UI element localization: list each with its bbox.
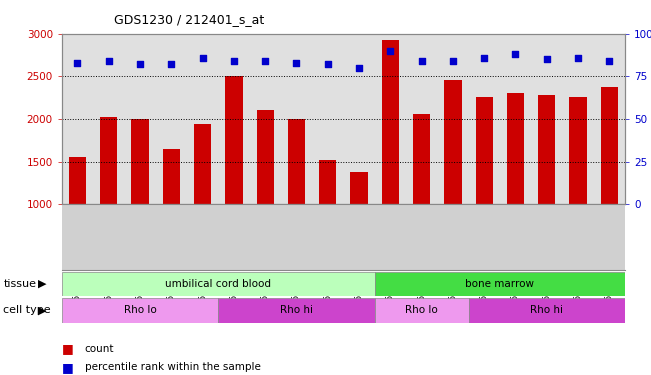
Text: tissue: tissue <box>3 279 36 289</box>
Bar <box>163 149 180 204</box>
Bar <box>62 272 375 296</box>
Text: ▶: ▶ <box>38 305 46 315</box>
Bar <box>69 157 86 204</box>
Bar <box>381 40 399 204</box>
Text: count: count <box>85 344 114 354</box>
Bar <box>538 95 555 204</box>
Bar <box>469 298 625 322</box>
Bar <box>62 298 218 322</box>
Text: GDS1230 / 212401_s_at: GDS1230 / 212401_s_at <box>114 13 264 26</box>
Bar <box>225 76 243 204</box>
Point <box>72 60 83 66</box>
Point <box>104 58 114 64</box>
Point <box>322 62 333 68</box>
Point <box>604 58 615 64</box>
Point <box>354 65 365 71</box>
Point <box>385 48 396 54</box>
Bar <box>413 114 430 204</box>
Text: percentile rank within the sample: percentile rank within the sample <box>85 363 260 372</box>
Text: Rho hi: Rho hi <box>531 305 563 315</box>
Point <box>260 58 270 64</box>
Point <box>291 60 301 66</box>
Text: bone marrow: bone marrow <box>465 279 534 289</box>
Point <box>135 62 145 68</box>
Text: ■: ■ <box>62 361 74 374</box>
Point <box>229 58 239 64</box>
Bar <box>507 93 524 204</box>
Text: umbilical cord blood: umbilical cord blood <box>165 279 271 289</box>
Text: Rho lo: Rho lo <box>405 305 438 315</box>
Bar <box>194 124 211 204</box>
Bar <box>476 97 493 204</box>
Point <box>542 56 552 62</box>
Point <box>510 51 521 57</box>
Bar <box>375 272 625 296</box>
Bar <box>100 117 117 204</box>
Bar <box>288 119 305 204</box>
Bar <box>319 160 337 204</box>
Point <box>197 55 208 61</box>
Point <box>448 58 458 64</box>
Bar <box>570 97 587 204</box>
Point <box>166 62 176 68</box>
Bar <box>218 298 375 322</box>
Bar <box>375 298 469 322</box>
Point <box>479 55 490 61</box>
Point <box>417 58 427 64</box>
Text: ■: ■ <box>62 342 74 355</box>
Text: ▶: ▶ <box>38 279 46 289</box>
Point <box>573 55 583 61</box>
Text: Rho hi: Rho hi <box>280 305 313 315</box>
Bar <box>132 119 148 204</box>
Text: cell type: cell type <box>3 305 51 315</box>
Bar <box>350 172 368 204</box>
Text: Rho lo: Rho lo <box>124 305 156 315</box>
Bar <box>444 80 462 204</box>
Bar <box>256 110 274 204</box>
Bar <box>601 87 618 204</box>
